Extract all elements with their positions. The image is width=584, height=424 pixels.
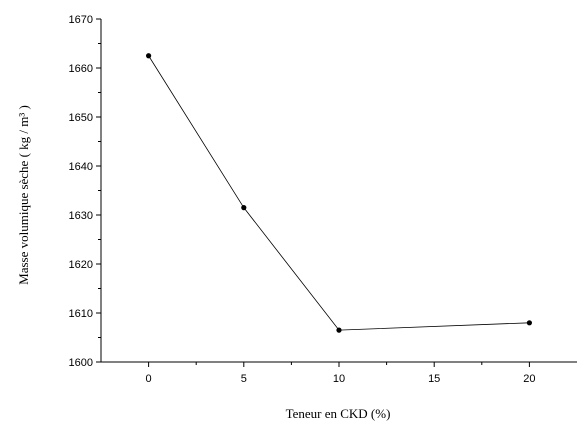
x-tick-label: 10 xyxy=(333,373,345,385)
y-ticks: 1600 1610 1620 1630 1640 1650 1660 1670 xyxy=(69,14,101,369)
y-axis-title: Masse volumique sèche ( kg / m³ ) xyxy=(16,105,31,285)
y-tick-label: 1640 xyxy=(69,161,93,173)
data-point xyxy=(241,205,247,211)
y-tick-label: 1620 xyxy=(69,259,93,271)
plot-area: 0 5 10 15 20 1600 1610 1620 1630 1640 1650 1660 167… xyxy=(69,14,577,385)
y-tick-label: 1650 xyxy=(69,112,93,124)
y-tick-label: 1600 xyxy=(69,357,93,369)
x-tick-label: 0 xyxy=(146,373,152,385)
data-point xyxy=(146,53,152,59)
y-tick-label: 1670 xyxy=(69,14,93,26)
y-tick-label: 1610 xyxy=(69,308,93,320)
y-tick-label: 1660 xyxy=(69,63,93,75)
data-point xyxy=(526,320,533,326)
data-point xyxy=(336,327,342,333)
x-tick-label: 20 xyxy=(523,373,535,385)
x-axis-title: Teneur en CKD (%) xyxy=(286,406,391,421)
series-layer xyxy=(146,53,533,333)
y-tick-label: 1630 xyxy=(69,210,93,222)
x-tick-label: 15 xyxy=(428,373,440,385)
x-ticks: 0 5 10 15 20 xyxy=(146,362,536,385)
series-line xyxy=(148,55,530,331)
x-tick-label: 5 xyxy=(241,373,247,385)
